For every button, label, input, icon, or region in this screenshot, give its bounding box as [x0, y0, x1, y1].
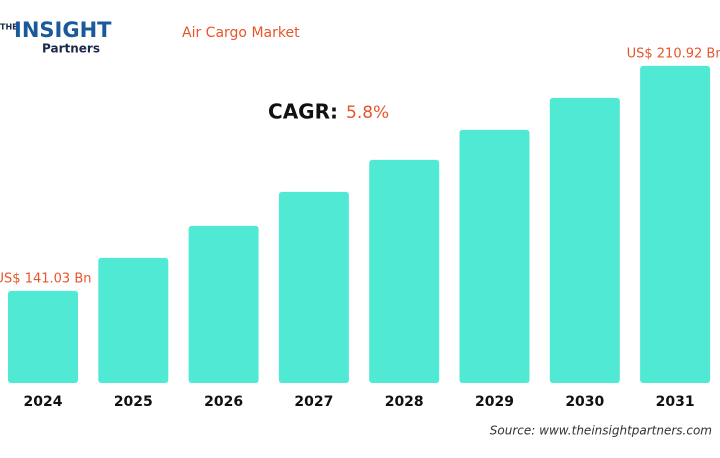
- bar: [278, 191, 349, 383]
- x-tick-label: 2027: [294, 394, 333, 410]
- cagr-value: 5.8%: [346, 103, 389, 123]
- x-tick-label: 2024: [24, 394, 63, 410]
- x-tick-label: 2025: [114, 394, 153, 410]
- bar: [98, 257, 169, 383]
- x-tick-label: 2028: [385, 394, 424, 410]
- x-tick-label: 2026: [204, 394, 243, 410]
- logo-main: INSIGHT: [14, 18, 112, 42]
- bar: [188, 225, 259, 383]
- x-tick-label: 2029: [475, 394, 514, 410]
- bar: [8, 290, 78, 383]
- value-label: US$ 210.92 Bn: [627, 46, 720, 61]
- x-tick-label: 2030: [565, 394, 604, 410]
- value-label: US$ 141.03 Bn: [0, 271, 91, 286]
- bar: [369, 159, 440, 383]
- logo-sub: Partners: [42, 42, 100, 56]
- bar: [459, 129, 530, 383]
- bar: [640, 65, 711, 383]
- x-tick-label: 2031: [656, 394, 695, 410]
- cagr-label: CAGR:: [268, 100, 338, 124]
- source: Source: www.theinsightpartners.com: [490, 424, 712, 438]
- logo-small: THE: [0, 23, 18, 32]
- logo: THE INSIGHT Partners: [0, 18, 112, 56]
- bar: [549, 97, 620, 384]
- chart-title: Air Cargo Market: [182, 25, 300, 41]
